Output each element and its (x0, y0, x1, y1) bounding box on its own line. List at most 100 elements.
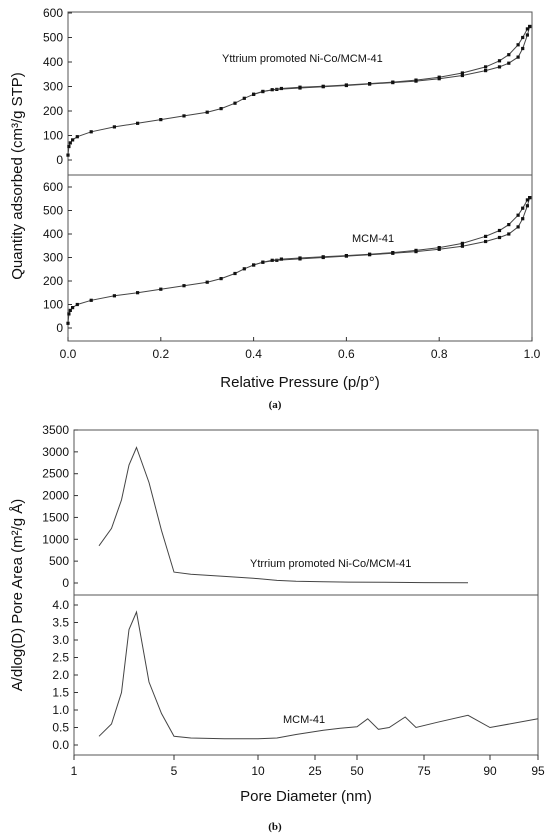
a-x-tick-label: 0.0 (60, 347, 77, 361)
a-data-point (460, 73, 464, 78)
a-data-point (66, 321, 70, 325)
a-data-point (414, 78, 418, 82)
a-data-point (136, 291, 140, 295)
a-y-tick-label: 500 (43, 204, 63, 218)
a-y-tick-label: 300 (43, 80, 63, 94)
a-data-point (270, 258, 274, 262)
a-data-point (242, 267, 246, 271)
a-data-point (112, 294, 116, 298)
a-y-tick-label: 400 (43, 227, 63, 241)
b-y-tick-label: 1500 (42, 510, 69, 524)
b-top-panel-frame (73, 429, 539, 596)
a-data-point (71, 138, 75, 142)
b-y-tick-label: 1.0 (52, 703, 69, 717)
a-data-point (525, 27, 529, 31)
a-data-point (321, 84, 325, 88)
a-data-point (484, 239, 488, 244)
a-data-point (298, 85, 302, 89)
a-x-axis-label: Relative Pressure (p/p°) (220, 374, 379, 391)
a-data-point (270, 88, 274, 92)
a-data-point (528, 24, 532, 29)
a-data-point (205, 280, 209, 284)
a-data-point (182, 114, 186, 118)
a-data-point (437, 247, 441, 251)
a-data-point (521, 217, 525, 221)
b-x-tick-label: 90 (483, 764, 497, 778)
a-data-point (252, 263, 256, 267)
a-data-point (437, 246, 441, 250)
a-data-point (205, 110, 209, 114)
a-series-line (67, 26, 531, 156)
a-data-point (368, 82, 372, 86)
b-caption: (b) (268, 821, 282, 833)
a-data-point (484, 234, 488, 238)
a-data-point (233, 271, 237, 276)
a-data-point (507, 223, 511, 227)
a-data-point (242, 96, 246, 100)
a-y-tick-label: 0 (56, 153, 63, 167)
a-data-point (507, 53, 511, 57)
a-data-point (252, 92, 256, 96)
a-y-tick-label: 400 (43, 55, 63, 69)
a-data-point (89, 298, 93, 302)
a-data-point (112, 125, 116, 129)
a-data-point (261, 260, 265, 264)
a-data-point (298, 256, 302, 260)
b-x-tick-label: 25 (308, 764, 322, 778)
a-y-tick-label: 100 (43, 298, 63, 312)
a-data-point (261, 90, 265, 94)
a-y-tick-label: 0 (56, 321, 63, 335)
a-data-point (516, 213, 520, 217)
a-data-point (89, 130, 93, 134)
a-data-point (219, 277, 223, 281)
b-x-tick-label: 95 (531, 764, 545, 778)
a-y-tick-label: 600 (43, 6, 63, 20)
a-y-tick-label: 500 (43, 31, 63, 45)
b-x-tick-label: 75 (417, 764, 431, 778)
b-y-tick-label: 0.5 (52, 721, 69, 735)
b-x-tick-label: 10 (251, 764, 265, 778)
a-data-point (159, 287, 163, 291)
b-x-tick-label: 1 (71, 764, 78, 778)
a-x-tick-label: 0.6 (338, 347, 355, 361)
a-data-point (344, 254, 348, 258)
a-y-tick-label: 600 (43, 180, 63, 194)
a-data-point (484, 69, 488, 73)
b-x-tick-label: 5 (171, 764, 178, 778)
a-data-point (516, 225, 520, 229)
b-y-tick-label: 1.5 (52, 686, 69, 700)
a-data-point (182, 284, 186, 288)
a-data-point (66, 153, 70, 157)
a-data-point (507, 232, 511, 236)
a-data-point (516, 55, 520, 59)
b-y-tick-label: 0 (62, 576, 69, 590)
a-data-point (68, 141, 72, 145)
a-y-tick-label: 200 (43, 104, 63, 118)
a-data-point (71, 306, 75, 310)
a-data-point (344, 83, 348, 87)
a-data-point (437, 75, 441, 79)
a-data-point (460, 244, 464, 248)
a-data-point (497, 59, 502, 63)
b-bottom-panel-frame (73, 594, 539, 756)
b-y-tick-label: 1000 (42, 532, 69, 546)
a-x-tick-label: 0.2 (152, 347, 169, 361)
b-y-tick-label: 0.0 (52, 738, 69, 752)
b-x-tick-label: 50 (350, 764, 364, 778)
a-data-point (219, 107, 223, 111)
a-x-tick-label: 1.0 (524, 347, 541, 361)
a-data-point (525, 33, 529, 37)
b-y-tick-label: 2500 (42, 467, 69, 481)
a-bottom-annotation: MCM-41 (352, 233, 394, 245)
b-y-tick-label: 500 (49, 554, 69, 568)
a-data-point (68, 308, 72, 312)
a-data-point (460, 241, 464, 245)
b-y-tick-label: 2000 (42, 489, 69, 503)
a-data-point (391, 251, 395, 255)
a-data-point (507, 61, 511, 65)
b-y-tick-label: 3000 (42, 445, 69, 459)
b-x-axis-label: Pore Diameter (nm) (240, 788, 372, 805)
a-data-point (279, 86, 283, 91)
a-data-point (391, 80, 395, 84)
b-y-tick-label: 2.0 (52, 668, 69, 682)
